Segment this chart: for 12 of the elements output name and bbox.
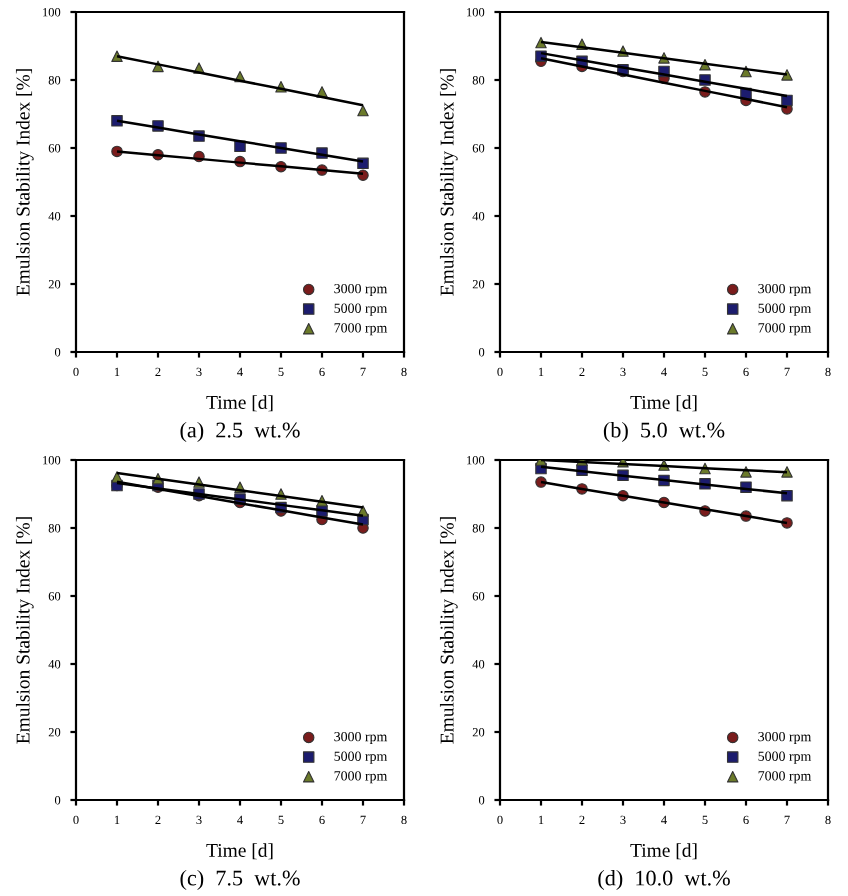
text: (d) 10.0 wt.% [598, 869, 730, 891]
y-axis-title: Emulsion Stability Index [%] [15, 69, 34, 296]
x-axis-title: Time [d] [206, 395, 273, 412]
x-axis-title: Time [d] [630, 843, 697, 860]
x-axis-title: Time [d] [206, 843, 273, 860]
x-axis-title: Time [d] [630, 395, 697, 412]
y-axis-title: Emulsion Stability Index [%] [15, 517, 34, 744]
text: (c) 7.5 wt.% [180, 869, 300, 891]
text: (b) 5.0 wt.% [603, 421, 725, 443]
y-axis-title: Emulsion Stability Index [%] [439, 517, 458, 744]
y-axis-title: Emulsion Stability Index [%] [439, 69, 458, 296]
text: (a) 2.5 wt.% [180, 421, 300, 443]
